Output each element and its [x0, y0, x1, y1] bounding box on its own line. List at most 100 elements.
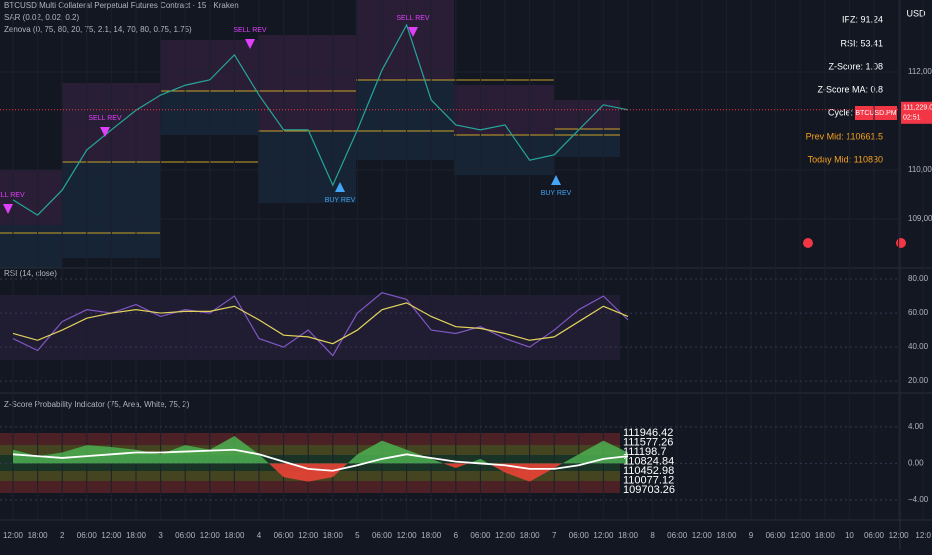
- box: [160, 91, 258, 135]
- cycle-badge: [855, 106, 897, 120]
- countdown: 02:51: [903, 115, 921, 122]
- z-ma-line: [12, 448, 629, 472]
- y-tick-label: 60.00: [908, 308, 929, 317]
- line: [12, 23, 629, 216]
- level-label: 111946.42: [623, 427, 673, 439]
- z-area: [13, 436, 628, 482]
- level-label: 110824.84: [623, 455, 674, 467]
- rsi-band: [0, 295, 620, 360]
- stat: IFZ: 91.24: [842, 14, 883, 24]
- x-tick-label: 06:00: [766, 531, 787, 540]
- signal-arrow: [245, 39, 255, 49]
- box: [454, 135, 554, 175]
- x-tick-label: 18:00: [716, 531, 737, 540]
- rsi-legend: RSI (14, close): [4, 269, 57, 278]
- x-tick-label: 18:00: [323, 531, 344, 540]
- x-tick-label: 06:00: [175, 531, 196, 540]
- band: [0, 433, 620, 445]
- x-tick-label: 12:00: [101, 531, 122, 540]
- event-icon[interactable]: [896, 238, 906, 248]
- cycle-label: Cycle:: [828, 107, 853, 117]
- x-tick-label: 3: [158, 531, 163, 540]
- today-mid: Today Mid: 110830: [808, 154, 883, 164]
- zenova-legend: Zenova (0, 75, 80, 20, 75, 2.1, 14, 70, …: [4, 25, 192, 34]
- y-tick-label: 110,000.00: [908, 165, 932, 174]
- price-label: 111,229.00: [903, 105, 932, 112]
- box: [0, 225, 62, 268]
- y-tick-label: 20.00: [908, 376, 929, 385]
- x-tick-label: 18:00: [28, 531, 49, 540]
- box: [0, 170, 62, 225]
- stat: RSI: 53.41: [840, 38, 883, 48]
- x-tick-label: 8: [650, 531, 655, 540]
- signal-label: SELL REV: [396, 15, 430, 22]
- currency: USD: [906, 8, 926, 18]
- x-tick-label: 5: [355, 531, 360, 540]
- signal-label: SELL REV: [233, 27, 267, 34]
- signal-label: BUY REV: [541, 190, 572, 197]
- x-tick-label: 18:00: [126, 531, 147, 540]
- y-tick-label: −4.00: [908, 495, 929, 504]
- box: [356, 0, 454, 80]
- prev-mid: Prev Mid: 110661.5: [806, 131, 883, 141]
- x-tick-label: 12:0: [915, 531, 931, 540]
- x-tick-label: 12:00: [200, 531, 221, 540]
- event-icon[interactable]: [803, 238, 813, 248]
- x-tick-label: 18:00: [224, 531, 245, 540]
- x-tick-label: 12:00: [692, 531, 713, 540]
- x-tick-label: 6: [454, 531, 459, 540]
- x-tick-label: 12:00: [889, 531, 910, 540]
- level-label: 110077.12: [623, 474, 674, 486]
- price-label-bg: [901, 101, 932, 124]
- x-tick-label: 12:00: [3, 531, 24, 540]
- level-label: 111198.7: [623, 446, 666, 458]
- level-label: 111577.26: [623, 436, 673, 448]
- y-tick-label: 80.00: [908, 274, 929, 283]
- x-tick-label: 12:00: [397, 531, 418, 540]
- x-tick-label: 06:00: [569, 531, 590, 540]
- stat: Z-Score MA: 0.8: [817, 84, 883, 94]
- box: [356, 80, 454, 160]
- y-tick-label: 109,000.00: [908, 214, 932, 223]
- signal-label: BUY REV: [325, 197, 356, 204]
- x-tick-label: 18:00: [520, 531, 541, 540]
- x-tick-label: 06:00: [864, 531, 885, 540]
- signal-arrow: [3, 204, 13, 214]
- signal-arrow: [335, 182, 345, 192]
- signal-arrow: [408, 27, 418, 37]
- x-tick-label: 12:00: [593, 531, 614, 540]
- y-tick-label: 4.00: [908, 422, 924, 431]
- band: [0, 481, 620, 493]
- x-tick-label: 7: [552, 531, 557, 540]
- signal-label: SELL REV: [0, 192, 25, 199]
- cycle-badge-text: BTCUSD.PM: [855, 110, 896, 117]
- box: [554, 130, 620, 157]
- stat: Z-Score: 1.08: [828, 61, 883, 71]
- x-tick-label: 9: [749, 531, 754, 540]
- y-tick-label: 112,000.00: [908, 67, 932, 76]
- signal-arrow: [551, 175, 561, 185]
- line: [12, 302, 629, 345]
- box: [160, 40, 258, 91]
- x-tick-label: 18:00: [815, 531, 836, 540]
- x-tick-label: 06:00: [77, 531, 98, 540]
- x-tick-label: 06:00: [470, 531, 491, 540]
- y-tick-label: 0.00: [908, 459, 924, 468]
- mid-lines: [0, 79, 620, 234]
- x-tick-label: 12:00: [298, 531, 319, 540]
- sar-legend: SAR (0.02, 0.02, 0.2): [4, 13, 79, 22]
- x-tick-label: 10: [845, 531, 854, 540]
- x-tick-label: 06:00: [667, 531, 688, 540]
- x-tick-label: 4: [257, 531, 262, 540]
- line: [12, 291, 629, 357]
- z-legend: Z-Score Probability Indicator (75, Area,…: [4, 400, 190, 409]
- x-tick-label: 18:00: [421, 531, 442, 540]
- box: [554, 100, 620, 130]
- x-tick-label: 12:00: [495, 531, 516, 540]
- band: [0, 445, 620, 455]
- level-label: 109703.26: [623, 484, 675, 496]
- x-tick-label: 18:00: [618, 531, 639, 540]
- level-label: 110452.98: [623, 465, 674, 477]
